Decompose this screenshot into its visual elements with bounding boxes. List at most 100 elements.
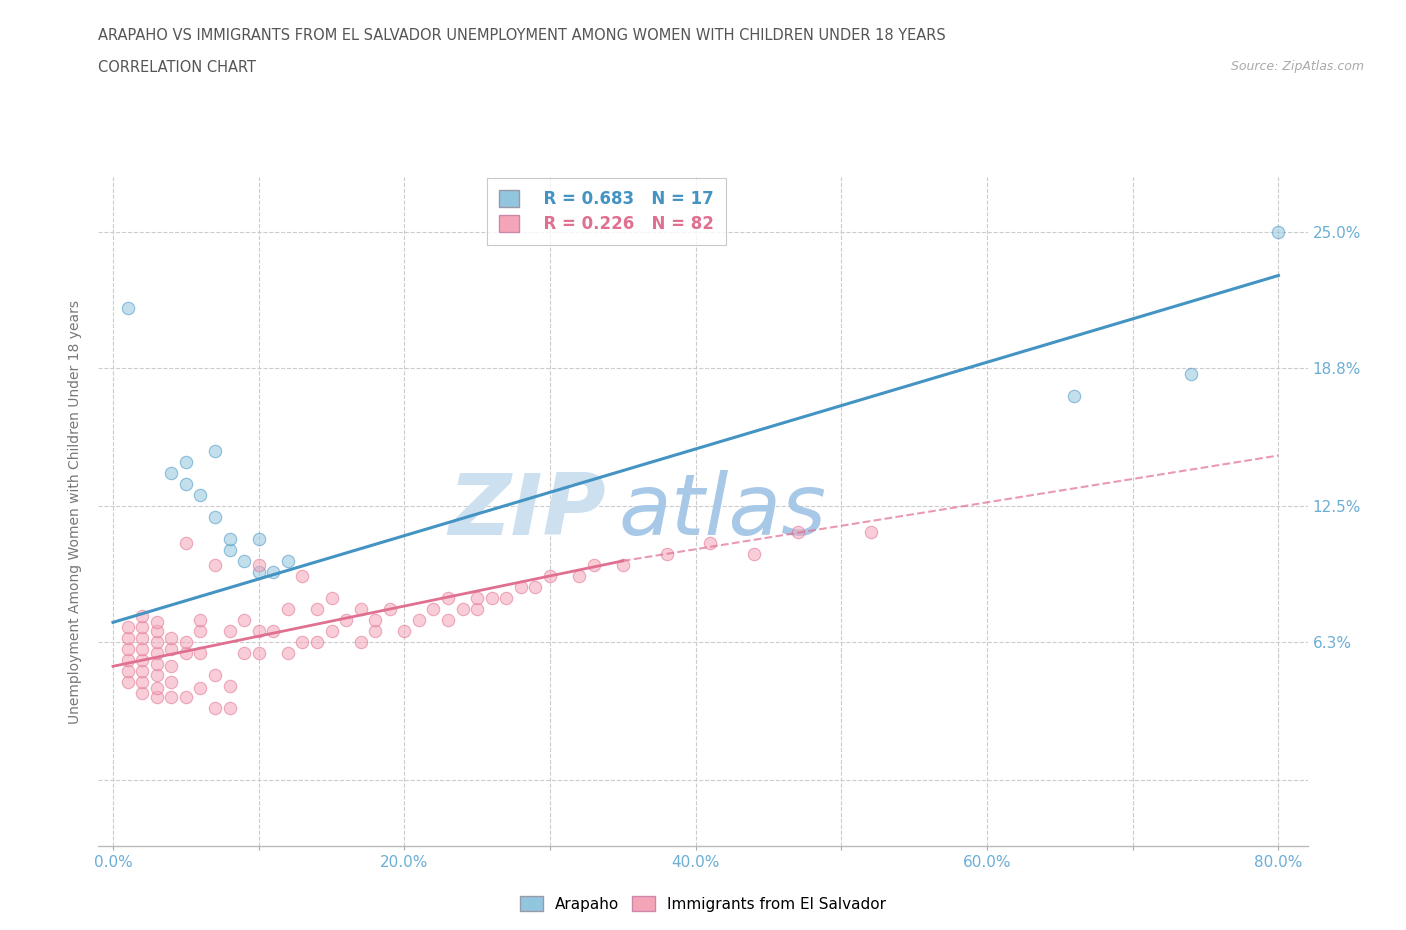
Point <box>495 591 517 605</box>
Point <box>437 591 460 605</box>
Point <box>742 547 765 562</box>
Point <box>145 681 167 696</box>
Point <box>262 565 284 579</box>
Point <box>204 510 226 525</box>
Point <box>190 681 212 696</box>
Point <box>218 700 240 715</box>
Point <box>364 613 387 628</box>
Point <box>145 657 167 671</box>
Point <box>145 634 167 649</box>
Point <box>160 674 183 689</box>
Point <box>204 444 226 458</box>
Point <box>364 624 387 639</box>
Point <box>1180 366 1202 381</box>
Point <box>218 532 240 547</box>
Point <box>247 624 270 639</box>
Point <box>509 579 531 594</box>
Point <box>350 602 373 617</box>
Point <box>131 642 153 657</box>
Point <box>160 658 183 673</box>
Point <box>117 642 139 657</box>
Point <box>247 645 270 660</box>
Point <box>131 631 153 645</box>
Point <box>145 645 167 660</box>
Point <box>233 645 256 660</box>
Text: atlas: atlas <box>619 470 827 553</box>
Point <box>233 613 256 628</box>
Point <box>190 645 212 660</box>
Point <box>131 663 153 678</box>
Point <box>335 613 357 628</box>
Point <box>117 663 139 678</box>
Point <box>524 579 547 594</box>
Point <box>145 615 167 630</box>
Point <box>291 569 314 584</box>
Point <box>582 558 605 573</box>
Point <box>145 689 167 704</box>
Point <box>1063 389 1085 404</box>
Point <box>131 608 153 623</box>
Point <box>465 591 488 605</box>
Text: ARAPAHO VS IMMIGRANTS FROM EL SALVADOR UNEMPLOYMENT AMONG WOMEN WITH CHILDREN UN: ARAPAHO VS IMMIGRANTS FROM EL SALVADOR U… <box>98 28 946 43</box>
Point <box>859 525 882 539</box>
Point <box>291 634 314 649</box>
Point <box>160 466 183 481</box>
Point <box>131 685 153 700</box>
Point <box>305 634 328 649</box>
Point <box>408 613 430 628</box>
Point <box>218 679 240 694</box>
Point <box>160 631 183 645</box>
Point <box>277 553 299 568</box>
Point <box>465 602 488 617</box>
Point <box>247 565 270 579</box>
Point <box>218 542 240 557</box>
Text: ZIP: ZIP <box>449 470 606 553</box>
Point <box>655 547 678 562</box>
Point <box>174 455 197 470</box>
Point <box>277 602 299 617</box>
Point <box>117 619 139 634</box>
Point <box>145 668 167 683</box>
Point <box>538 569 561 584</box>
Point <box>568 569 591 584</box>
Point <box>174 689 197 704</box>
Point <box>218 624 240 639</box>
Point <box>117 301 139 316</box>
Point <box>277 645 299 660</box>
Point <box>437 613 460 628</box>
Point <box>145 624 167 639</box>
Text: CORRELATION CHART: CORRELATION CHART <box>98 60 256 75</box>
Point <box>204 668 226 683</box>
Point <box>190 487 212 502</box>
Point <box>204 700 226 715</box>
Point <box>394 624 416 639</box>
Point <box>321 591 343 605</box>
Point <box>174 645 197 660</box>
Point <box>190 624 212 639</box>
Point <box>699 536 721 551</box>
Point <box>131 619 153 634</box>
Point <box>160 689 183 704</box>
Point <box>233 553 256 568</box>
Point <box>350 634 373 649</box>
Legend: Arapaho, Immigrants from El Salvador: Arapaho, Immigrants from El Salvador <box>515 889 891 918</box>
Point <box>131 674 153 689</box>
Legend:   R = 0.683   N = 17,   R = 0.226   N = 82: R = 0.683 N = 17, R = 0.226 N = 82 <box>486 179 725 245</box>
Point <box>451 602 474 617</box>
Point <box>117 674 139 689</box>
Point <box>247 558 270 573</box>
Point <box>174 634 197 649</box>
Point <box>174 476 197 491</box>
Point <box>321 624 343 639</box>
Point <box>305 602 328 617</box>
Point <box>117 631 139 645</box>
Point <box>786 525 808 539</box>
Point <box>160 642 183 657</box>
Y-axis label: Unemployment Among Women with Children Under 18 years: Unemployment Among Women with Children U… <box>69 299 83 724</box>
Point <box>174 536 197 551</box>
Point <box>131 652 153 667</box>
Point <box>190 613 212 628</box>
Point <box>422 602 444 617</box>
Point <box>117 652 139 667</box>
Text: Source: ZipAtlas.com: Source: ZipAtlas.com <box>1230 60 1364 73</box>
